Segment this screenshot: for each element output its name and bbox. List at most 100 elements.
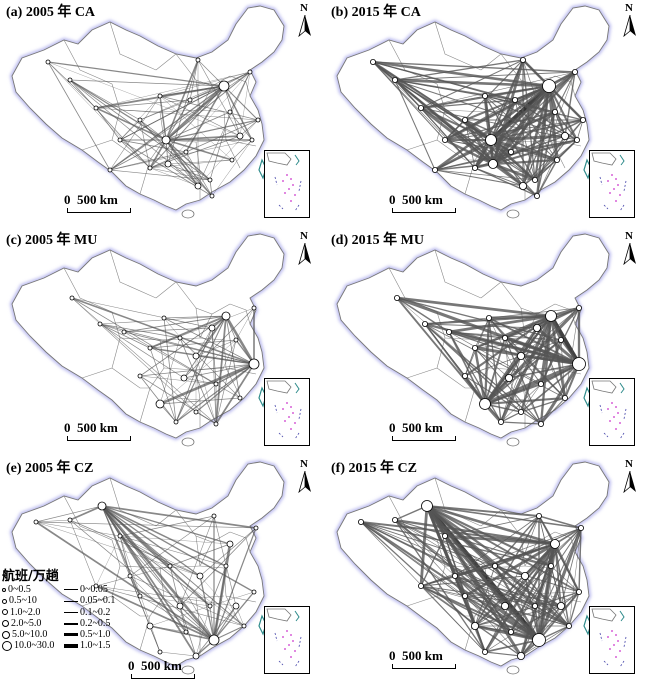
route-line [129,575,141,597]
legend-circle-label: 2.0~5.0 [11,617,42,629]
north-label: N [300,458,308,470]
route-line [149,85,225,169]
map-f [334,459,612,675]
legend-circle-symbol [2,587,6,592]
airport-node [176,602,184,610]
route-line [195,605,211,657]
route-line [109,85,225,171]
route-line [394,519,552,567]
airport-node [147,345,153,351]
route-line [47,61,97,109]
province-boundary [109,249,157,299]
scale-label: 0 500 km [389,420,443,435]
north-arrow-icon [623,243,636,265]
scale-label: 0 500 km [389,648,443,663]
airport-node [452,573,459,580]
route-line [197,59,225,87]
route-line [454,575,512,633]
route-line [119,535,231,545]
route-line [119,535,131,577]
route-line [95,585,237,607]
map-e [9,459,287,675]
south-china-sea-inset [589,378,635,446]
route-line [464,119,558,161]
route-line [510,605,562,633]
province-boundary [111,139,150,161]
route-line [119,535,245,627]
route-line [185,151,213,197]
airport-node [67,517,73,523]
route-line [536,135,566,197]
route-line [539,363,581,425]
route-line [500,383,542,423]
airport-node [237,395,243,401]
route-line [159,71,251,97]
north-arrow-icon [623,15,636,37]
route-line [484,95,584,121]
airport-node [517,408,524,415]
route-line [560,527,582,607]
scale-bar-line [392,664,456,669]
route-line [119,535,181,607]
route-line [519,315,553,413]
route-line [239,71,251,137]
airport-node [421,500,433,512]
panel-c: (c) 2005 年 MU N 0 500 km [0,228,320,450]
route-line [211,327,217,425]
route-line [420,99,516,109]
hainan-island [506,209,520,219]
route-line [119,139,187,153]
route-line [474,347,542,425]
panel-d: (d) 2015 年 MU N 0 500 km [325,228,645,450]
airport-node [471,345,478,352]
route-line [149,347,177,423]
route-line [215,363,255,425]
route-line [360,521,512,633]
panel-title: (c) 2005 年 MU [6,233,98,248]
country-outline [11,461,285,667]
route-line [215,339,237,385]
airport-node [461,592,468,599]
route-line [231,139,253,161]
airport-node [531,176,538,183]
route-line [123,315,227,333]
route-line [536,159,558,197]
legend-title: 航班/万趟 [2,569,59,584]
airport-node [557,337,564,344]
route-line [69,519,215,641]
legend-circle-symbol [2,609,8,616]
legend: 航班/万趟 0~0.5 0~0.05 0.5~10 0.05~0.1 1.0~2.0 0.… [2,569,128,684]
route-line [372,60,550,88]
route-line [47,61,151,169]
route-line [510,565,552,633]
hainan-island [181,437,195,447]
airport-node [146,622,154,630]
airport-node [241,623,247,629]
route-line [163,317,177,423]
airport-node [575,305,582,312]
route-line [139,119,151,169]
route-line [568,527,582,627]
route-line [426,504,556,546]
route-line [514,99,558,161]
panel-title: (f) 2015 年 CZ [331,461,417,476]
route-line [504,337,510,379]
airport-node [550,539,560,549]
route-line [420,527,582,587]
route-line [149,625,187,633]
airport-node [542,79,556,93]
route-line [239,119,259,137]
province-boundary [225,139,257,147]
route-line [520,605,562,657]
airport-node [537,420,544,427]
route-line [99,323,181,339]
route-line [372,61,536,181]
route-line [454,575,506,607]
airport-node [147,165,153,171]
airport-node [572,357,586,371]
route-line [101,505,227,567]
airport-node [232,602,240,610]
route-line [474,339,562,349]
route-line [420,585,466,597]
legend-row: 0~0.5 0~0.05 [2,584,128,595]
